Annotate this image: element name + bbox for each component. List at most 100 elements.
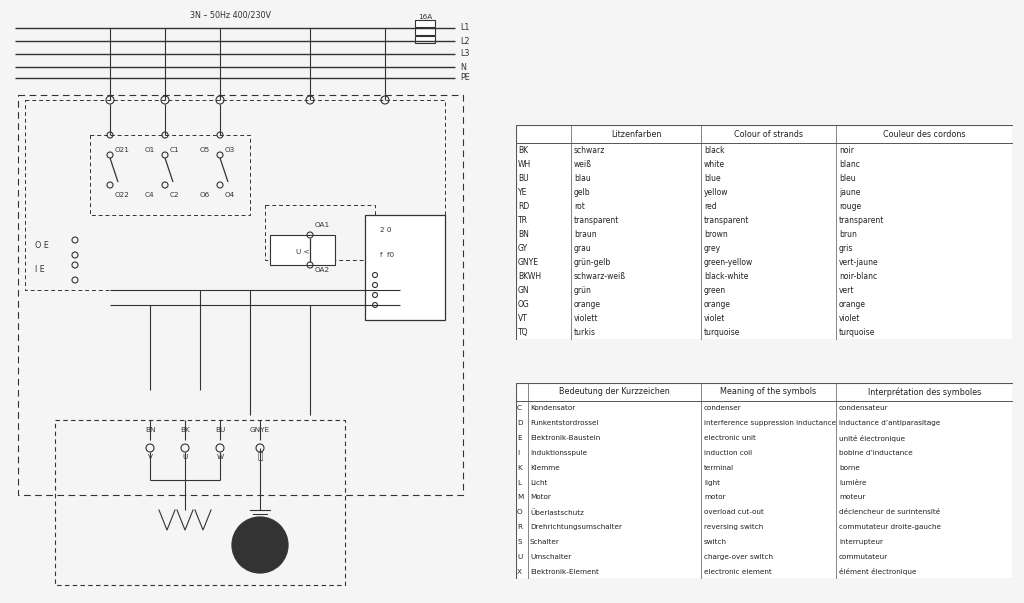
Text: Elektronik-Element: Elektronik-Element (530, 569, 599, 575)
Text: schwarz: schwarz (574, 145, 605, 154)
Text: 16A: 16A (418, 14, 432, 20)
Text: O6: O6 (200, 192, 210, 198)
Text: orange: orange (574, 300, 601, 309)
Text: C4: C4 (145, 192, 155, 198)
Text: vert: vert (839, 286, 854, 295)
Text: M: M (256, 540, 264, 550)
Text: BKWH: BKWH (518, 272, 541, 281)
Text: 2 0: 2 0 (380, 227, 391, 233)
Text: braun: braun (574, 230, 597, 239)
Text: Litzenfarben: Litzenfarben (610, 130, 662, 139)
Text: charge-over switch: charge-over switch (705, 554, 773, 560)
Text: condenser: condenser (705, 405, 741, 411)
Text: D: D (517, 420, 522, 426)
Text: turquoise: turquoise (705, 329, 740, 338)
Text: WH: WH (518, 160, 531, 169)
Text: U <: U < (296, 249, 310, 255)
Text: OA2: OA2 (315, 267, 330, 273)
Text: rot: rot (574, 202, 585, 211)
Text: X: X (517, 569, 522, 575)
Text: overload cut-out: overload cut-out (705, 510, 764, 515)
Text: borne: borne (839, 465, 860, 471)
Text: I E: I E (35, 265, 45, 274)
Text: K: K (517, 465, 522, 471)
Text: YE: YE (518, 188, 527, 197)
Text: O22: O22 (115, 192, 130, 198)
Text: jaune: jaune (839, 188, 860, 197)
Text: S: S (517, 539, 521, 545)
Text: vert-jaune: vert-jaune (839, 258, 879, 267)
Text: moteur: moteur (839, 494, 865, 500)
Text: O4: O4 (225, 192, 236, 198)
Text: OG: OG (518, 300, 529, 309)
Text: black-white: black-white (705, 272, 749, 281)
Text: VT: VT (518, 314, 528, 323)
Bar (270, 235, 335, 265)
Text: élément électronique: élément électronique (839, 568, 916, 575)
Text: GNYE: GNYE (250, 427, 270, 433)
Text: violet: violet (839, 314, 860, 323)
Text: rouge: rouge (839, 202, 861, 211)
Text: L2: L2 (460, 37, 469, 45)
Text: grey: grey (705, 244, 721, 253)
Text: noir-blanc: noir-blanc (839, 272, 878, 281)
Text: C1: C1 (170, 147, 179, 153)
Text: GY: GY (518, 244, 528, 253)
Text: brown: brown (705, 230, 728, 239)
Text: Motor: Motor (530, 494, 551, 500)
Text: OA1: OA1 (315, 222, 330, 228)
Text: U: U (182, 454, 187, 460)
Text: Klemme: Klemme (530, 465, 560, 471)
Text: Colour of strands: Colour of strands (734, 130, 803, 139)
Bar (415, 36, 435, 43)
Text: déclencheur de surintensité: déclencheur de surintensité (839, 510, 940, 515)
Text: blue: blue (705, 174, 721, 183)
Bar (365, 215, 445, 320)
Text: electronic unit: electronic unit (705, 435, 756, 441)
Text: BK: BK (518, 145, 528, 154)
Text: Schalter: Schalter (530, 539, 560, 545)
Text: turquoise: turquoise (839, 329, 876, 338)
Text: yellow: yellow (705, 188, 728, 197)
Text: PE: PE (460, 74, 470, 83)
Text: GN: GN (518, 286, 529, 295)
Text: TR: TR (518, 216, 528, 225)
Text: gris: gris (839, 244, 853, 253)
Text: BK: BK (180, 427, 189, 433)
Text: induction coil: induction coil (705, 450, 752, 456)
Text: Meaning of the symbols: Meaning of the symbols (721, 388, 816, 397)
Text: RD: RD (518, 202, 529, 211)
Text: U: U (517, 554, 522, 560)
Text: green: green (705, 286, 726, 295)
Text: BN: BN (144, 427, 156, 433)
Text: transparent: transparent (839, 216, 885, 225)
Text: O1: O1 (145, 147, 156, 153)
Bar (55, 420, 345, 585)
Text: E: E (517, 435, 521, 441)
Bar (90, 135, 250, 215)
Text: grün-gelb: grün-gelb (574, 258, 611, 267)
Text: red: red (705, 202, 717, 211)
Text: light: light (705, 479, 720, 485)
Text: TQ: TQ (518, 329, 528, 338)
Text: BN: BN (518, 230, 528, 239)
Text: weiß: weiß (574, 160, 592, 169)
Text: C: C (517, 405, 522, 411)
Text: Licht: Licht (530, 479, 548, 485)
Text: ⏚: ⏚ (257, 452, 263, 461)
Text: bobine d’inductance: bobine d’inductance (839, 450, 912, 456)
Text: electronic element: electronic element (705, 569, 772, 575)
Text: inductance d’antiparasitage: inductance d’antiparasitage (839, 420, 940, 426)
Text: transparent: transparent (705, 216, 750, 225)
Text: motor: motor (705, 494, 726, 500)
Text: interference suppression inductance: interference suppression inductance (705, 420, 837, 426)
Bar (25, 100, 445, 290)
Text: O21: O21 (115, 147, 130, 153)
Text: schwarz-weiß: schwarz-weiß (574, 272, 626, 281)
Text: f  f0: f f0 (380, 252, 394, 258)
Text: commutateur: commutateur (839, 554, 888, 560)
Text: GNYE: GNYE (518, 258, 539, 267)
Text: switch: switch (705, 539, 727, 545)
Text: N: N (460, 63, 466, 72)
Text: turkis: turkis (574, 329, 596, 338)
